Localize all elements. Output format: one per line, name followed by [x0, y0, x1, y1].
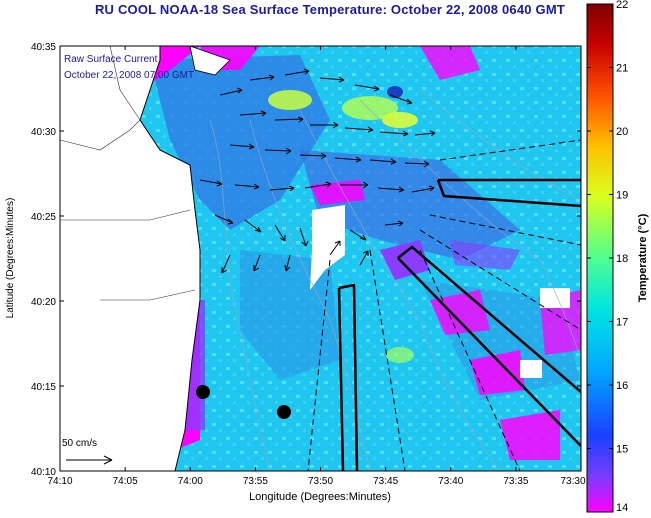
coastline: [60, 46, 201, 471]
radar-site-marker: [196, 385, 210, 399]
x-tick-label: 73:55: [243, 476, 268, 487]
x-tick-label: 74:00: [178, 476, 203, 487]
cold-eddy: [387, 86, 403, 98]
magenta-cloud: [420, 46, 480, 80]
y-tick-label: 40:15: [31, 382, 56, 393]
sst-field: [60, 46, 581, 471]
y-tick-label: 40:30: [31, 127, 56, 138]
magenta-patch: [310, 180, 365, 205]
x-axis-label: Longitude (Degrees:Minutes): [249, 491, 391, 503]
x-tick-label: 74:05: [113, 476, 138, 487]
colorbar-tick-label: 18: [616, 253, 628, 265]
magenta-patch: [500, 410, 560, 460]
warm-patch: [386, 347, 414, 363]
scale-arrow: [66, 455, 113, 465]
colorbar-tick-label: 22: [616, 0, 628, 11]
radar-site-marker: [277, 405, 291, 419]
cloud-white: [310, 205, 345, 290]
magenta-patch: [470, 350, 525, 395]
x-tick-label: 73:50: [308, 476, 333, 487]
cloud-white: [520, 360, 542, 378]
x-tick-label: 73:40: [438, 476, 463, 487]
x-axis-ticks: 74:10 74:05 74:00 73:55 73:50 73:45 73:40 73:35…: [47, 46, 586, 487]
colorbar: [586, 3, 614, 513]
current-vectors: [199, 68, 436, 274]
warm-patch: [268, 90, 312, 110]
colorbar-ticks: 22 21 20 19 18 17 16 15 14: [587, 0, 628, 514]
cloud-white: [540, 288, 570, 308]
y-tick-label: 40:25: [31, 212, 56, 223]
colorbar-tick-label: 21: [616, 63, 628, 75]
x-tick-label: 73:45: [373, 476, 398, 487]
warm-patch: [342, 96, 398, 120]
scale-label: 50 cm/s: [62, 438, 97, 449]
x-tick-label: 73:35: [503, 476, 528, 487]
y-axis-ticks: 40:35 40:30 40:25 40:20 40:15 40:10: [31, 42, 581, 478]
bathymetry-contours: [209, 89, 581, 471]
transect-boxes: [337, 178, 581, 471]
x-tick-label: 74:10: [47, 476, 72, 487]
y-axis-label: Latitude (Degrees:Minutes): [5, 198, 16, 319]
colorbar-tick-label: 20: [616, 126, 628, 138]
y-tick-label: 40:20: [31, 297, 56, 308]
purple-patch: [380, 240, 430, 280]
colorbar-tick-label: 14: [616, 502, 628, 514]
y-tick-label: 40:35: [31, 42, 56, 53]
colorbar-label: Temperature (°C): [637, 213, 649, 302]
land-inlet: [189, 46, 231, 76]
colorbar-tick-label: 19: [616, 190, 628, 202]
dashed-sectors: [307, 139, 581, 471]
land-mass: [60, 46, 200, 471]
boundary-lines: [60, 46, 196, 301]
y-tick-label: 40:10: [31, 467, 56, 478]
colorbar-tick-label: 16: [616, 380, 628, 392]
x-tick-label: 73:30: [560, 476, 585, 487]
warm-patch: [382, 112, 418, 128]
purple-patch: [450, 240, 520, 270]
map-title: RU COOL NOAA-18 Sea Surface Temperature:…: [94, 2, 566, 17]
overlay-time: October 22, 2008 07:00 GMT: [64, 70, 194, 81]
overlay-title: Raw Surface Current: [64, 54, 158, 65]
colorbar-tick-label: 17: [616, 317, 628, 329]
offshore-dark-water: [300, 150, 520, 260]
colorbar-tick-label: 15: [616, 444, 628, 456]
